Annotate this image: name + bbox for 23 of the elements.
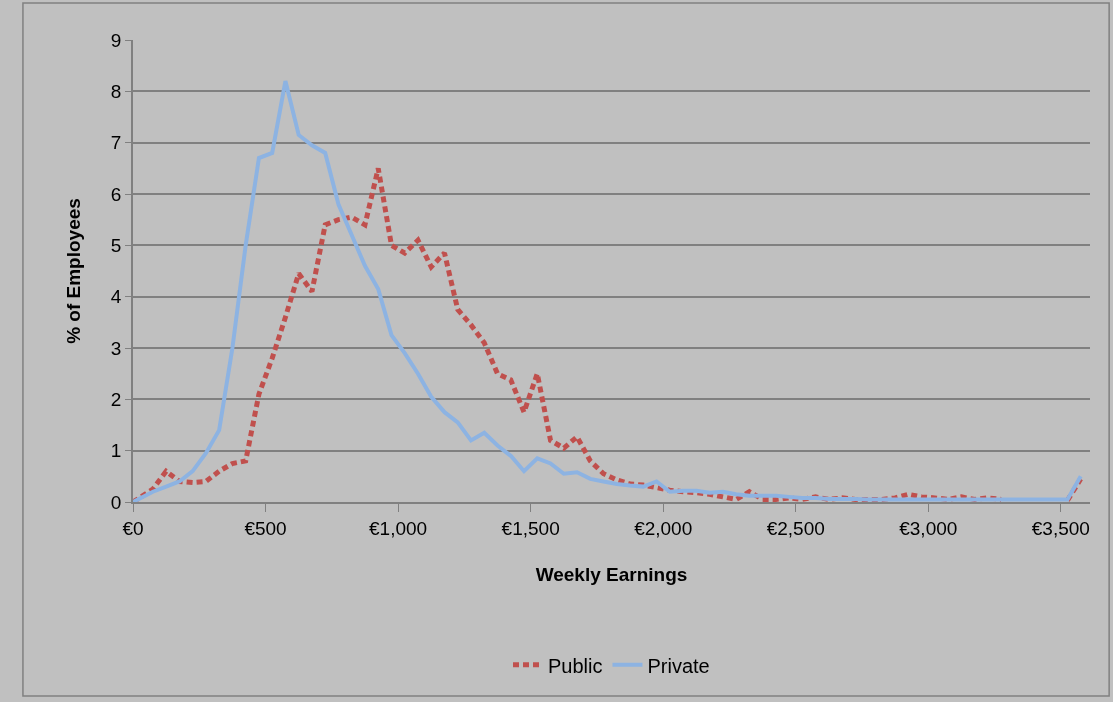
y-axis-title: % of Employees [63, 198, 85, 344]
y-tick-label: 1 [110, 440, 122, 462]
y-tick-label: 4 [110, 286, 122, 308]
x-tick-label: €1,500 [501, 517, 560, 539]
y-tick-label: 9 [110, 29, 122, 51]
x-tick-label: €3,000 [899, 517, 958, 539]
y-tick-label: 5 [110, 234, 122, 256]
y-tick-label: 0 [110, 491, 122, 513]
x-tick-label: €2,000 [634, 517, 693, 539]
x-tick-label: €3,500 [1031, 517, 1090, 539]
x-axis-title: Weekly Earnings [535, 563, 688, 585]
y-tick-label: 3 [110, 337, 122, 359]
legend-label: Private [647, 654, 710, 677]
y-tick-label: 2 [110, 388, 122, 410]
x-tick-label: €0 [122, 517, 144, 539]
x-tick-label: €1,000 [369, 517, 428, 539]
y-tick-label: 7 [110, 132, 122, 154]
legend-label: Public [548, 654, 603, 677]
y-tick-label: 6 [110, 183, 122, 205]
y-tick-label: 8 [110, 80, 122, 102]
x-tick-label: €500 [244, 517, 287, 539]
line-series [133, 79, 1083, 502]
x-tick-label: €2,500 [766, 517, 825, 539]
